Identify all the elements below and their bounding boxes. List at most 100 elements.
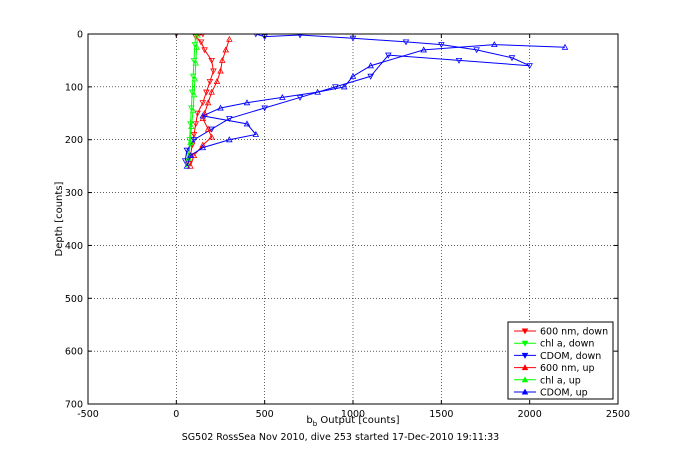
data-point — [420, 46, 427, 53]
x-axis-label: bb Output [counts] — [306, 415, 399, 428]
data-point — [226, 35, 233, 42]
x-axis-label-main: b — [306, 415, 312, 426]
data-point — [199, 144, 207, 151]
y-tick-label: 300 — [65, 188, 83, 199]
data-point — [296, 94, 304, 101]
x-tick-label: 0 — [173, 409, 179, 420]
data-point — [217, 67, 224, 74]
data-point — [199, 112, 207, 119]
data-point — [192, 121, 200, 128]
data-point — [188, 123, 195, 129]
legend-label: 600 nm, down — [540, 327, 608, 338]
y-tick-label: 100 — [65, 82, 83, 93]
data-point — [261, 105, 268, 112]
series-line — [188, 35, 199, 159]
data-point — [226, 136, 233, 143]
data-point — [526, 63, 533, 70]
data-point — [208, 88, 215, 95]
y-tick-label: 600 — [65, 347, 83, 358]
data-point — [455, 57, 463, 64]
figure-caption: SG502 RossSea Nov 2010, dive 253 started… — [181, 432, 500, 443]
series-line — [176, 34, 214, 164]
legend-swatch-marker — [521, 328, 529, 335]
x-tick-label: 2000 — [518, 409, 542, 420]
data-point — [218, 57, 226, 63]
data-point — [190, 137, 198, 144]
data-point — [279, 94, 286, 100]
x-tick-label: 1000 — [341, 409, 365, 420]
data-point — [297, 34, 303, 39]
data-point — [194, 110, 201, 117]
data-point — [190, 131, 198, 138]
data-point — [187, 138, 194, 145]
series-line — [184, 34, 530, 161]
legend-swatch-marker — [521, 364, 529, 371]
legend-swatch-marker — [521, 340, 529, 347]
data-point — [243, 99, 251, 106]
legend-swatch-marker — [521, 352, 529, 359]
data-point — [199, 141, 207, 148]
data-point — [197, 39, 205, 46]
data-point — [183, 162, 191, 169]
data-point — [194, 34, 201, 38]
legend-entry-3: CDOM, down — [514, 351, 601, 362]
data-point — [208, 126, 215, 133]
x-axis-label-rest: Output [counts] — [317, 415, 399, 426]
data-point — [252, 131, 260, 137]
data-point — [314, 88, 321, 95]
data-point — [181, 158, 189, 165]
series-3 — [181, 34, 533, 165]
data-point — [192, 59, 200, 66]
legend-label: chl a, down — [540, 339, 594, 350]
series-6 — [183, 41, 569, 169]
data-point — [208, 57, 215, 64]
data-point — [217, 104, 224, 111]
legend-entry-2: chl a, down — [514, 339, 594, 350]
data-point — [226, 116, 233, 122]
data-point — [204, 99, 212, 106]
y-tick-label: 400 — [65, 241, 83, 252]
data-point — [210, 68, 217, 75]
data-point — [332, 84, 339, 91]
y-axis-label: Depth [counts] — [54, 181, 65, 256]
x-tick-label: 1500 — [429, 409, 453, 420]
x-tick-label: 500 — [256, 409, 274, 420]
legend-label: CDOM, down — [540, 351, 601, 362]
x-tick-label: 2500 — [606, 409, 630, 420]
legend-box — [507, 321, 614, 400]
data-point — [367, 73, 374, 80]
grid-layer — [88, 34, 618, 404]
data-point — [190, 152, 198, 159]
ticks-layer: -500 0 500 1000 1500 2000 2500 0 100 200 300 400 500… — [65, 30, 630, 421]
data-point — [201, 47, 208, 54]
data-point — [189, 107, 197, 114]
data-point — [243, 120, 251, 127]
data-point — [199, 100, 207, 107]
data-point — [340, 83, 348, 90]
data-point — [208, 133, 215, 140]
data-point — [367, 62, 374, 69]
data-point — [473, 47, 480, 54]
data-point — [190, 91, 198, 98]
data-point — [508, 55, 516, 62]
data-point — [193, 43, 200, 50]
legend-label: CDOM, up — [540, 388, 588, 399]
y-tick-label: 200 — [65, 135, 83, 146]
legend-entry-6: CDOM, up — [514, 388, 588, 399]
legend-entry-5: chl a, up — [514, 375, 581, 386]
legend-label: 600 nm, up — [540, 363, 595, 374]
legend-swatch-marker — [521, 388, 529, 395]
data-point — [187, 162, 194, 169]
y-tick-label: 700 — [65, 400, 83, 411]
series-layer — [174, 34, 569, 170]
data-point — [491, 41, 498, 48]
data-point — [402, 39, 410, 46]
legend-entry-4: 600 nm, up — [514, 363, 595, 374]
data-point — [191, 75, 199, 82]
legend-entry-1: 600 nm, down — [514, 327, 608, 338]
x-axis-label-subscript: b — [313, 420, 318, 428]
data-point — [206, 79, 214, 85]
data-point — [222, 46, 230, 53]
